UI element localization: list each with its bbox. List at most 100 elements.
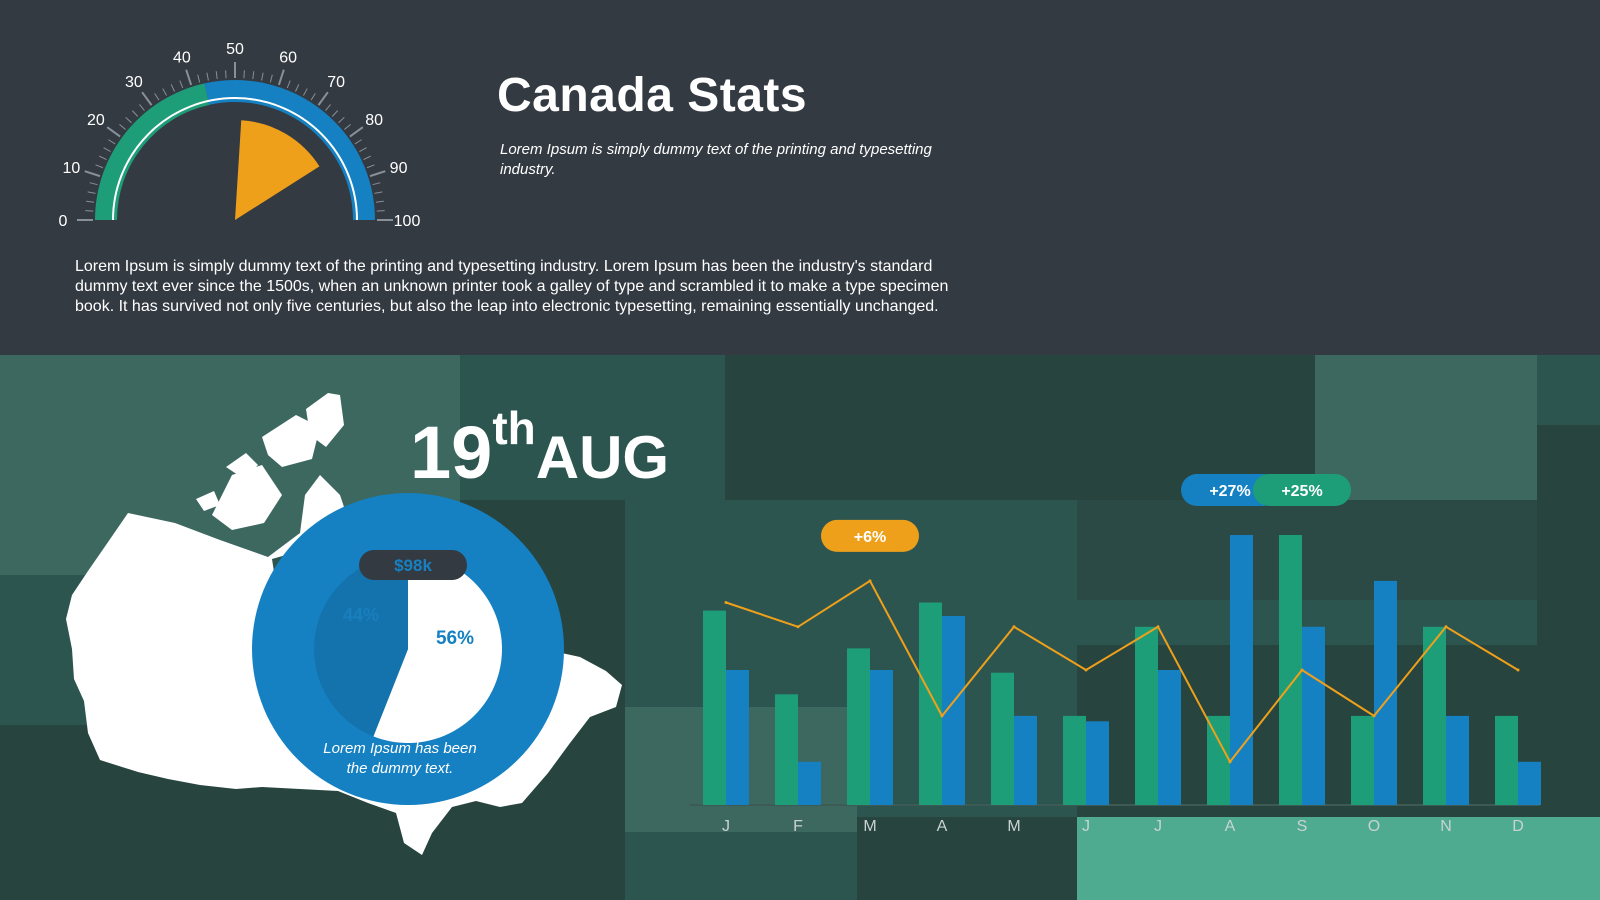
pie-slice xyxy=(314,555,408,737)
arctic-island xyxy=(196,491,220,511)
x-tick-label: F xyxy=(793,818,803,835)
bar xyxy=(1302,626,1325,805)
gauge-tick xyxy=(154,93,160,101)
gauge-tick xyxy=(162,88,168,96)
gauge-tick xyxy=(376,210,385,212)
pie-slice-label: 56% xyxy=(436,628,474,649)
x-tick-label: A xyxy=(937,818,948,835)
gauge-tick xyxy=(103,147,111,153)
gauge-tick-label: 10 xyxy=(63,160,81,177)
bar xyxy=(1446,715,1469,805)
gauge-tick xyxy=(261,72,264,81)
pie-slice-label: 44% xyxy=(343,605,379,625)
background-tile xyxy=(1077,817,1600,900)
bar xyxy=(1207,715,1230,805)
gauge-tick xyxy=(338,116,345,124)
bar xyxy=(991,672,1014,805)
bar xyxy=(1135,626,1158,805)
gauge-tick xyxy=(310,93,316,101)
bar xyxy=(1063,715,1086,805)
line-point xyxy=(724,601,728,604)
line-point xyxy=(1516,668,1520,672)
date-month: AUG xyxy=(535,424,670,491)
arctic-island xyxy=(262,415,320,467)
line-point xyxy=(1228,760,1232,764)
bar xyxy=(1014,715,1037,805)
bar xyxy=(847,648,870,805)
gauge-tick xyxy=(99,155,107,160)
gauge-tick-label: 30 xyxy=(125,74,143,91)
callout-label: +27% xyxy=(1209,483,1250,500)
gauge-tick xyxy=(277,69,285,86)
line-point xyxy=(1372,714,1376,718)
x-tick-label: D xyxy=(1512,818,1524,835)
monthly-bar-chart: J F M A M J J A S O N D +6% +27% +25% xyxy=(690,474,1541,835)
gauge-tick xyxy=(331,110,339,117)
x-tick-label: M xyxy=(1007,818,1020,835)
gauge-inner-ring xyxy=(112,97,358,221)
gauge-tick xyxy=(317,91,329,106)
bar xyxy=(1086,721,1109,805)
callout-label: +6% xyxy=(854,529,886,546)
gauge-tick xyxy=(119,124,126,130)
callout-label: +25% xyxy=(1281,483,1322,500)
gauge-tick xyxy=(374,191,383,194)
gauge-blue-band xyxy=(204,79,375,220)
callout-badge xyxy=(1181,474,1279,506)
bar xyxy=(775,694,798,805)
x-tick-label: A xyxy=(1225,818,1236,835)
gauge-tick xyxy=(89,182,98,186)
gauge-tick xyxy=(354,139,362,145)
bar xyxy=(726,670,749,805)
description-text: Lorem Ipsum is simply dummy text of the … xyxy=(75,258,949,315)
arctic-island xyxy=(306,393,344,447)
gauge-tick xyxy=(344,124,351,130)
line-point xyxy=(1444,625,1448,629)
gauge-needle-sector xyxy=(235,120,320,220)
gauge-tick-label: 50 xyxy=(226,41,244,58)
line-series xyxy=(725,579,1519,764)
gauge-tick xyxy=(87,191,96,194)
background-tile xyxy=(1077,500,1537,600)
line-point xyxy=(1012,625,1016,629)
gauge-tick xyxy=(106,126,121,138)
gauge-tick-label: 70 xyxy=(327,74,345,91)
gauge-tick xyxy=(375,200,384,203)
line-point xyxy=(796,625,800,629)
pie-caption-line: the dummy text. xyxy=(347,760,454,777)
gauge-tick xyxy=(372,182,381,186)
gauge-tick-label: 40 xyxy=(173,49,191,66)
gauge-tick xyxy=(286,80,291,89)
x-tick-label: O xyxy=(1368,818,1380,835)
gauge-tick xyxy=(206,72,209,81)
x-tick-label: N xyxy=(1440,818,1452,835)
line-point xyxy=(1084,668,1088,672)
background-tile xyxy=(1315,355,1537,500)
background-tile xyxy=(460,355,725,500)
gauge-tick xyxy=(369,170,386,178)
gauge-tick xyxy=(125,116,132,124)
background-tile xyxy=(1537,355,1600,425)
gauge-tick-label: 90 xyxy=(390,160,408,177)
bar xyxy=(942,616,965,805)
arctic-island xyxy=(212,465,282,530)
bar xyxy=(1495,715,1518,805)
bar xyxy=(1230,535,1253,805)
bar xyxy=(1518,761,1541,805)
background-tile xyxy=(857,817,1077,900)
gauge-tick xyxy=(197,74,201,83)
bar xyxy=(798,761,821,805)
x-tick-label: J xyxy=(722,818,730,835)
gauge-tick xyxy=(366,164,375,169)
bar xyxy=(870,670,893,805)
date-suffix: th xyxy=(492,402,536,454)
gauge-tick xyxy=(86,200,95,203)
x-tick-label: M xyxy=(863,818,876,835)
pie-slice xyxy=(373,555,503,743)
bar xyxy=(1279,535,1302,805)
gauge-tick xyxy=(252,71,255,80)
pie-badge xyxy=(359,550,467,580)
callout-badge xyxy=(821,519,919,552)
gauge-tick xyxy=(225,70,227,79)
gauge-green-band xyxy=(95,83,210,221)
